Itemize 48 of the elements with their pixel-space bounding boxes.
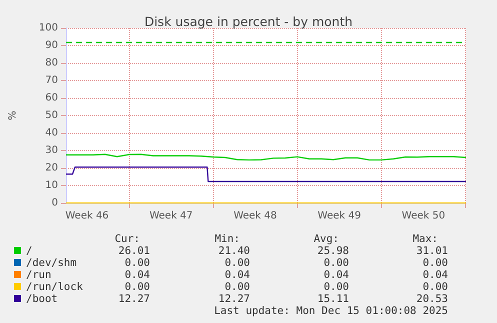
y-tick-label: 40 <box>45 128 58 138</box>
legend-label: /run <box>26 269 52 281</box>
y-axis-title: % <box>8 110 18 120</box>
text: 0.00 <box>124 281 150 293</box>
text: Min: <box>214 233 240 245</box>
x-tick-label: Week 50 <box>402 210 446 222</box>
legend-label: /dev/shm <box>26 257 77 269</box>
x-tick-label: Week 49 <box>318 210 361 222</box>
text: 0.04 <box>422 269 448 281</box>
y-tick-label: 90 <box>45 40 58 51</box>
text: 0.00 <box>422 281 448 293</box>
y-tick-label: 70 <box>45 75 58 86</box>
text: 26.01 <box>117 245 150 257</box>
text: Avg: <box>312 233 339 245</box>
y-tick-label: 100 <box>38 22 58 34</box>
text: 0.00 <box>224 281 250 293</box>
y-tick-label: 10 <box>45 180 58 191</box>
text: Cur: <box>114 233 140 245</box>
text: 0.00 <box>422 257 448 269</box>
y-tick-label: 80 <box>45 58 58 68</box>
text: 0.04 <box>124 269 150 281</box>
text: 0.04 <box>224 269 250 281</box>
legend-label: / <box>26 245 32 257</box>
text: Last update: Mon Dec 15 01:00:08 2025 <box>214 305 448 317</box>
text: 15.11 <box>316 293 349 305</box>
x-tick-label: Week 46 <box>65 210 109 222</box>
text: 12.27 <box>117 293 150 305</box>
text: 0.00 <box>322 281 349 293</box>
text: Max: <box>412 233 438 245</box>
y-tick-label: 20 <box>45 162 58 174</box>
y-tick-label: 60 <box>45 92 58 104</box>
text: 12.27 <box>217 293 250 305</box>
text: 0.00 <box>124 257 150 269</box>
text: 21.40 <box>217 245 250 257</box>
text: 0.00 <box>224 257 250 269</box>
text: 0.00 <box>322 257 349 269</box>
text: 0.04 <box>322 269 349 281</box>
x-tick-label: Week 48 <box>234 210 277 222</box>
text: 25.98 <box>316 245 349 257</box>
y-tick-label: 30 <box>45 145 58 156</box>
legend-label: /boot <box>26 293 58 305</box>
legend-label: /run/lock <box>26 281 83 293</box>
y-tick-label: 0 <box>52 198 58 208</box>
chart-title: Disk usage in percent - by month <box>144 14 353 29</box>
y-tick-label: 50 <box>45 110 58 121</box>
x-tick-label: Week 47 <box>149 210 193 222</box>
text: 31.01 <box>415 245 448 257</box>
text: 20.53 <box>415 293 448 305</box>
